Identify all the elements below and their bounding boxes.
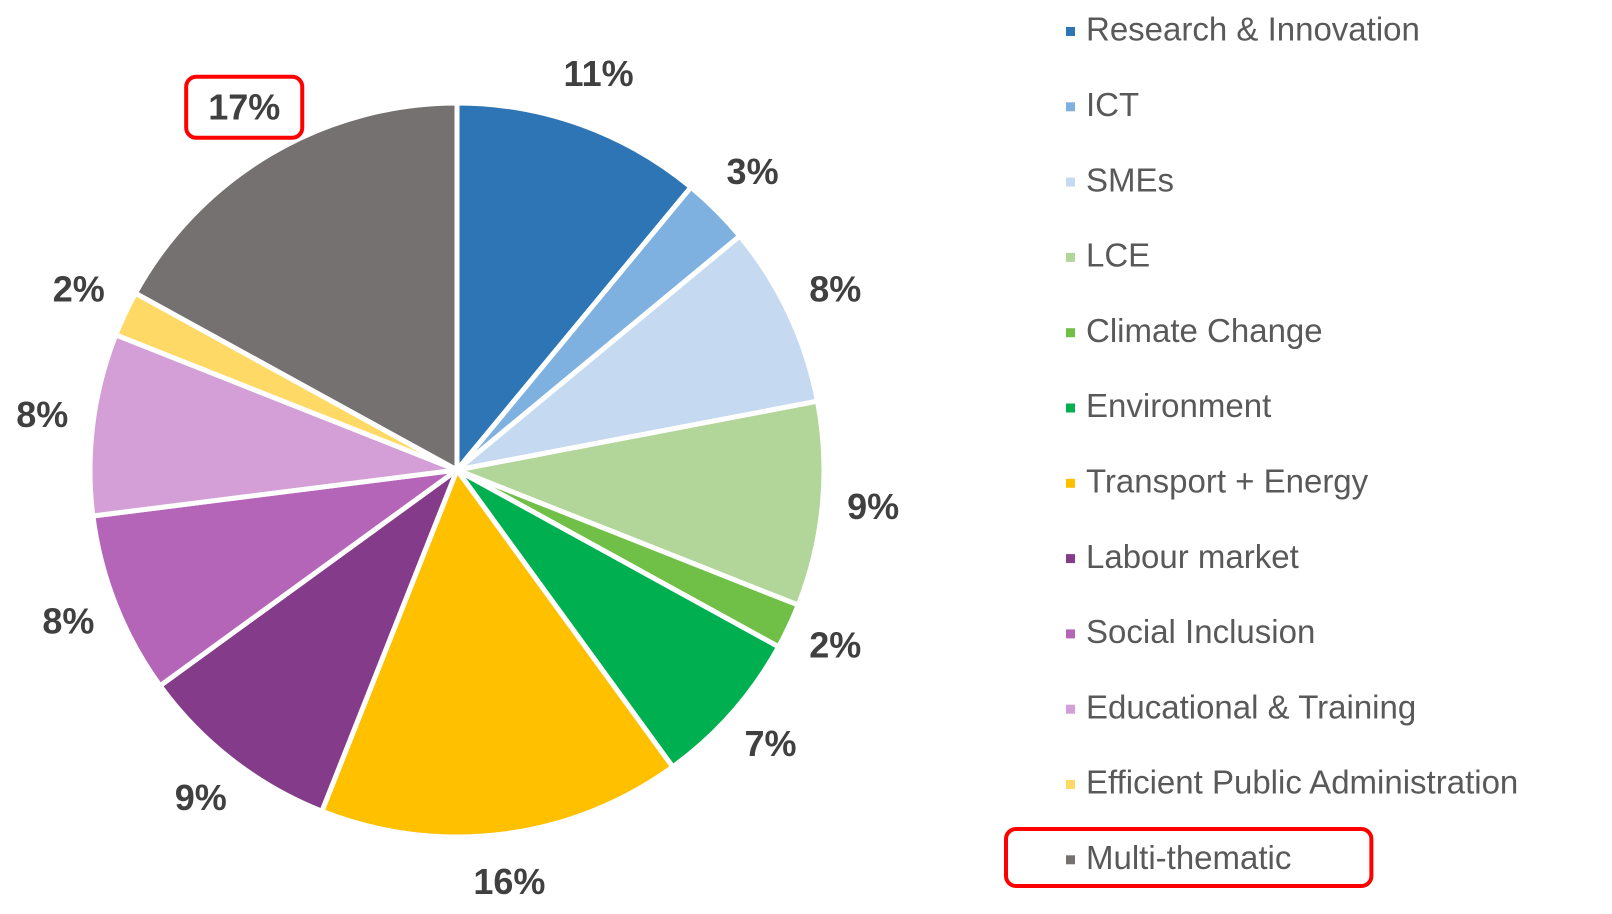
pie-slice <box>319 467 676 840</box>
data-label: 17% <box>208 87 280 128</box>
data-label: 11% <box>564 53 634 94</box>
legend-swatch <box>1066 554 1075 564</box>
data-label: 9% <box>847 486 899 527</box>
legend-swatch <box>1066 252 1075 262</box>
data-label: 8% <box>42 600 94 641</box>
data-label: 2% <box>53 269 105 310</box>
pie-slice <box>454 398 827 608</box>
legend-swatch <box>1066 27 1075 36</box>
highlight-box <box>1004 827 1374 889</box>
legend-label: SMEs <box>1086 161 1174 198</box>
legend-swatch <box>1066 478 1075 488</box>
data-label: 8% <box>809 269 861 310</box>
highlight-box <box>184 74 305 140</box>
legend-swatch <box>1066 328 1075 338</box>
legend-swatch <box>1066 403 1075 413</box>
pie-slice <box>87 332 460 519</box>
legend-label: Educational & Training <box>1086 688 1416 725</box>
data-label: 7% <box>745 723 797 764</box>
legend-label: ICT <box>1086 86 1139 123</box>
legend-swatch <box>1066 855 1075 865</box>
legend-swatch <box>1066 102 1075 112</box>
legend-label: Multi-thematic <box>1086 839 1291 876</box>
legend-label: LCE <box>1086 237 1150 274</box>
legend-label: Efficient Public Administration <box>1086 764 1518 801</box>
legend-label: Labour market <box>1086 538 1299 575</box>
legend-label: Transport + Energy <box>1086 463 1369 500</box>
legend-swatch <box>1066 780 1075 789</box>
data-label: 3% <box>727 151 779 192</box>
legend-label: Research & Innovation <box>1086 11 1420 48</box>
data-label: 2% <box>809 624 861 665</box>
legend-swatch <box>1066 704 1075 714</box>
legend-label: Social Inclusion <box>1086 613 1315 650</box>
pie-slice <box>454 100 694 473</box>
pie-slice <box>454 233 820 473</box>
pie-slice <box>157 467 460 814</box>
data-label: 16% <box>473 861 545 902</box>
pie-slice <box>454 467 782 770</box>
pie-slice <box>132 100 460 473</box>
legend-label: Environment <box>1086 387 1271 424</box>
data-label: 8% <box>16 394 68 435</box>
legend-swatch <box>1066 629 1075 639</box>
data-label: 9% <box>175 777 227 818</box>
pie-slice <box>90 467 460 689</box>
legend-swatch <box>1066 177 1075 187</box>
legend-label: Climate Change <box>1086 312 1323 349</box>
